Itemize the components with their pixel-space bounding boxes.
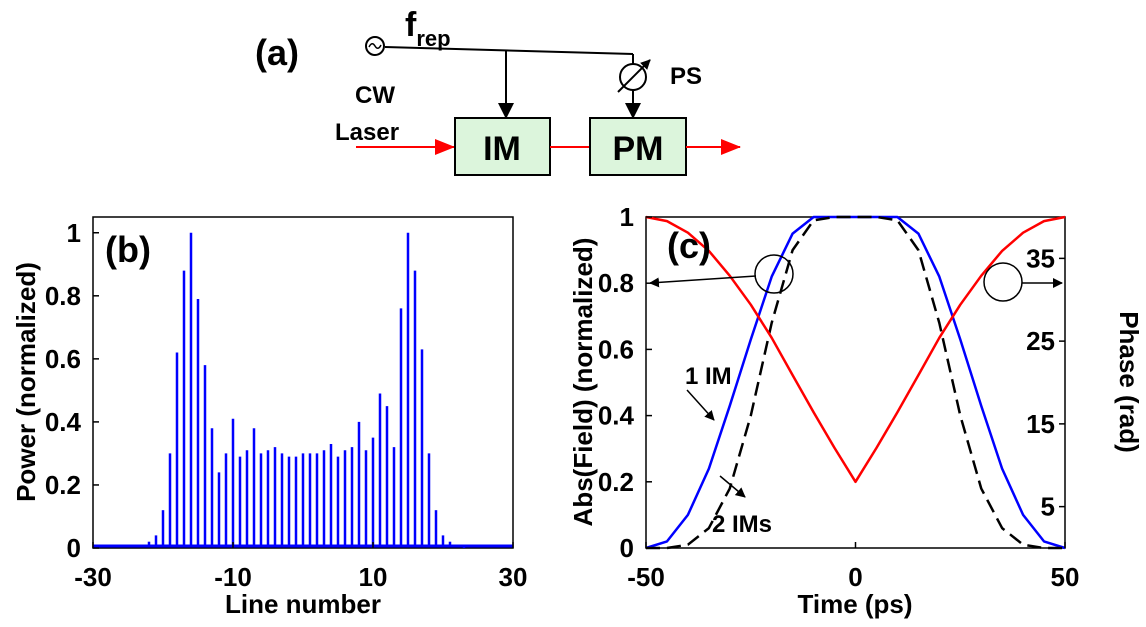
- chart-c-xlabel: Time (ps): [797, 589, 912, 619]
- y-tick-label: 0.8: [45, 281, 81, 311]
- pm-label: PM: [613, 130, 664, 168]
- y-tick-label: 0.8: [598, 268, 634, 298]
- y-tick-label: 0.2: [598, 467, 634, 497]
- chart-b-bars: [93, 232, 513, 548]
- y-tick-label: 1: [620, 202, 634, 232]
- phase-shifter-icon: [617, 59, 651, 93]
- panel-a-label: (a): [255, 32, 299, 73]
- y-tick-label: 0.4: [45, 407, 82, 437]
- right-axis-marker: [983, 262, 1063, 302]
- panel-c-label: (c): [667, 225, 711, 266]
- y-tick-label: 0: [67, 533, 81, 563]
- annotation-2ims: 2 IMs: [712, 511, 772, 538]
- x-tick-label: 0: [848, 562, 862, 592]
- im-label: IM: [483, 130, 521, 168]
- annotation-1im-arrow: [686, 389, 715, 421]
- left-axis-marker: [649, 254, 794, 294]
- y-tick-label: 0.6: [45, 344, 81, 374]
- annotation-2ims-arrow: [719, 475, 746, 498]
- series-line-2: [645, 215, 1066, 484]
- cw-label: CW: [355, 82, 395, 109]
- annotation-1im: 1 IM: [685, 363, 732, 390]
- y-tick-label: 0.4: [598, 401, 635, 431]
- im-box: [454, 117, 551, 176]
- ps-label: PS: [670, 63, 702, 90]
- x-tick-label: 50: [1051, 562, 1080, 592]
- chart-b-ticks: -30 -10 10 30 0 0.2 0.4 0.6 0.8 1: [45, 218, 528, 592]
- chart-b-ylabel: Power (normalized): [11, 262, 41, 502]
- y-tick-label-right: 5: [1041, 492, 1055, 522]
- x-tick-label: 30: [499, 562, 528, 592]
- laser-label: Laser: [335, 119, 399, 146]
- y-tick-label: 0.6: [598, 334, 634, 364]
- schematic: (a) frep CW Laser PS IM PM: [255, 6, 741, 176]
- y-tick-label: 0.2: [45, 470, 81, 500]
- pm-box: [589, 117, 687, 176]
- panel-b-label: (b): [105, 229, 151, 270]
- chart-c-ylabel: Abs(Field) (normalized): [568, 238, 598, 527]
- chart-c-frame: [645, 216, 1066, 549]
- source-label: frep: [405, 6, 451, 51]
- y-tick-label: 1: [67, 218, 81, 248]
- x-tick-label: -10: [214, 562, 252, 592]
- x-tick-label: -50: [627, 562, 665, 592]
- y-tick-label-right: 25: [1026, 326, 1055, 356]
- chart-b: -30 -10 10 30 0 0.2 0.4 0.6 0.8 1 (b) Line number…: [11, 216, 528, 619]
- x-tick-label: -30: [74, 562, 112, 592]
- series-line-0: [645, 215, 1066, 550]
- y-tick-label-right: 15: [1026, 409, 1055, 439]
- chart-b-xlabel: Line number: [225, 589, 381, 619]
- x-tick-label: 10: [359, 562, 388, 592]
- y-tick-label: 0: [620, 533, 634, 563]
- chart-c-ylabel-right: Phase (rad): [1114, 311, 1144, 453]
- y-tick-label-right: 35: [1026, 243, 1055, 273]
- chart-c-lines: [645, 215, 1066, 550]
- rf-source-icon: [365, 36, 385, 56]
